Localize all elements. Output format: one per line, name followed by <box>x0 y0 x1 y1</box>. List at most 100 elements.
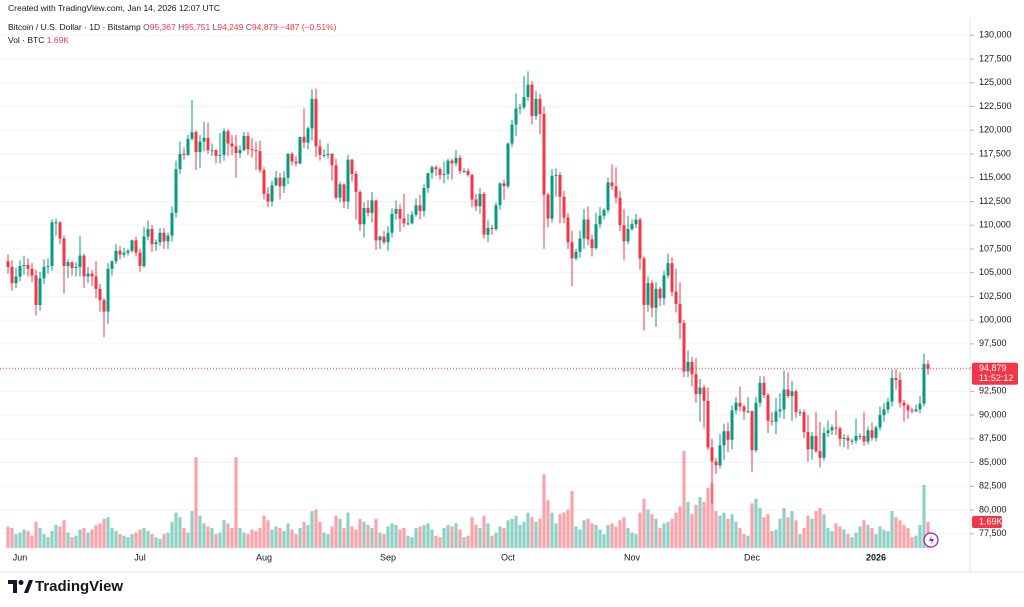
candle-body <box>466 171 470 175</box>
volume-bar <box>382 534 386 548</box>
footer-logo: TradingView <box>8 578 123 595</box>
volume-bar <box>714 511 718 548</box>
volume-bar <box>898 520 902 548</box>
volume-bar <box>162 534 166 548</box>
candle-body <box>38 278 42 305</box>
y-tick-label: 122,500 <box>979 101 1012 111</box>
volume-bar <box>22 529 26 548</box>
candle-body <box>302 136 306 143</box>
candle-body <box>230 143 234 147</box>
candle-body <box>746 411 750 413</box>
candle-body <box>894 378 898 380</box>
replay-icon <box>923 532 939 548</box>
candle-body <box>798 412 802 414</box>
volume-bar <box>42 534 46 548</box>
volume-bar <box>774 529 778 548</box>
candle-body <box>418 205 422 211</box>
volume-bar <box>474 524 478 548</box>
candle-body <box>146 228 150 237</box>
volume-bar <box>418 526 422 548</box>
volume-bar <box>234 457 238 548</box>
candle-body <box>394 209 398 214</box>
volume-bar <box>478 527 482 548</box>
volume-bar <box>114 531 118 548</box>
candle-body <box>326 153 330 155</box>
volume-tag-label: 1.69K <box>979 516 1003 526</box>
volume-bar <box>662 523 666 548</box>
candle-body <box>802 412 806 433</box>
candle-body <box>826 430 830 434</box>
volume-bar <box>358 518 362 548</box>
volume-bar <box>766 514 770 548</box>
candle-body <box>42 266 46 279</box>
volume-bar <box>338 518 342 548</box>
volume-layer <box>6 451 930 548</box>
volume-bar <box>874 534 878 548</box>
volume-title: Vol · BTC <box>8 35 45 45</box>
volume-bar <box>878 526 882 548</box>
volume-bar <box>318 521 322 548</box>
logo-mark <box>24 580 33 593</box>
volume-bar <box>602 534 606 548</box>
volume-bar <box>622 517 626 548</box>
volume-bar <box>182 527 186 548</box>
candle-body <box>430 167 434 173</box>
price-tag-label: 94,879 <box>979 363 1007 373</box>
candle-body <box>918 403 922 410</box>
volume-bar <box>578 529 582 548</box>
volume-bar <box>710 483 714 548</box>
candle-body <box>382 236 386 243</box>
candle-body <box>590 239 594 248</box>
candle-body <box>554 174 558 176</box>
candle-body <box>182 153 186 155</box>
volume-bar <box>526 512 530 548</box>
volume-bar <box>374 518 378 548</box>
volume-bar <box>494 532 498 548</box>
volume-bar <box>410 537 414 548</box>
candle-body <box>482 193 486 235</box>
volume-bar <box>514 515 518 548</box>
volume-bar <box>814 511 818 548</box>
ohlc-key: O <box>143 22 150 32</box>
candle-body <box>882 409 886 416</box>
candle-body <box>810 435 814 450</box>
candle-body <box>34 275 38 305</box>
candle-body <box>710 447 714 462</box>
candle-body <box>226 131 230 144</box>
y-tick-label: 105,000 <box>979 267 1012 277</box>
logo-mark <box>8 580 17 593</box>
volume-bar <box>250 529 254 548</box>
candle-body <box>6 261 10 267</box>
candle-body <box>886 401 890 410</box>
candle-body <box>638 219 642 259</box>
volume-bar <box>558 514 562 548</box>
candle-body <box>762 382 766 396</box>
candle-body <box>902 402 906 406</box>
volume-bar <box>906 527 910 548</box>
candle-body <box>386 232 390 243</box>
volume-bar <box>10 527 14 548</box>
candle-body <box>202 137 206 142</box>
candle-body <box>530 84 534 116</box>
created-note: Created with TradingView.com, Jan 14, 20… <box>8 3 220 13</box>
candle-body <box>666 263 670 276</box>
candle-body <box>254 150 258 152</box>
volume-bar <box>594 524 598 548</box>
volume-bar <box>518 524 522 548</box>
volume-bar <box>574 526 578 548</box>
volume-bar <box>702 501 706 548</box>
volume-bar <box>642 498 646 548</box>
candle-body <box>526 84 530 98</box>
candle-body <box>162 232 166 242</box>
candle-body <box>74 266 78 268</box>
candle-body <box>334 165 338 198</box>
candle-body <box>442 173 446 175</box>
candle-body <box>262 170 266 194</box>
volume-bar <box>490 535 494 548</box>
candle-body <box>406 223 410 225</box>
candle-body <box>586 219 590 240</box>
candle-body <box>330 153 334 166</box>
candle-body <box>794 391 798 413</box>
volume-bar <box>370 527 374 548</box>
candle-body <box>374 200 378 241</box>
